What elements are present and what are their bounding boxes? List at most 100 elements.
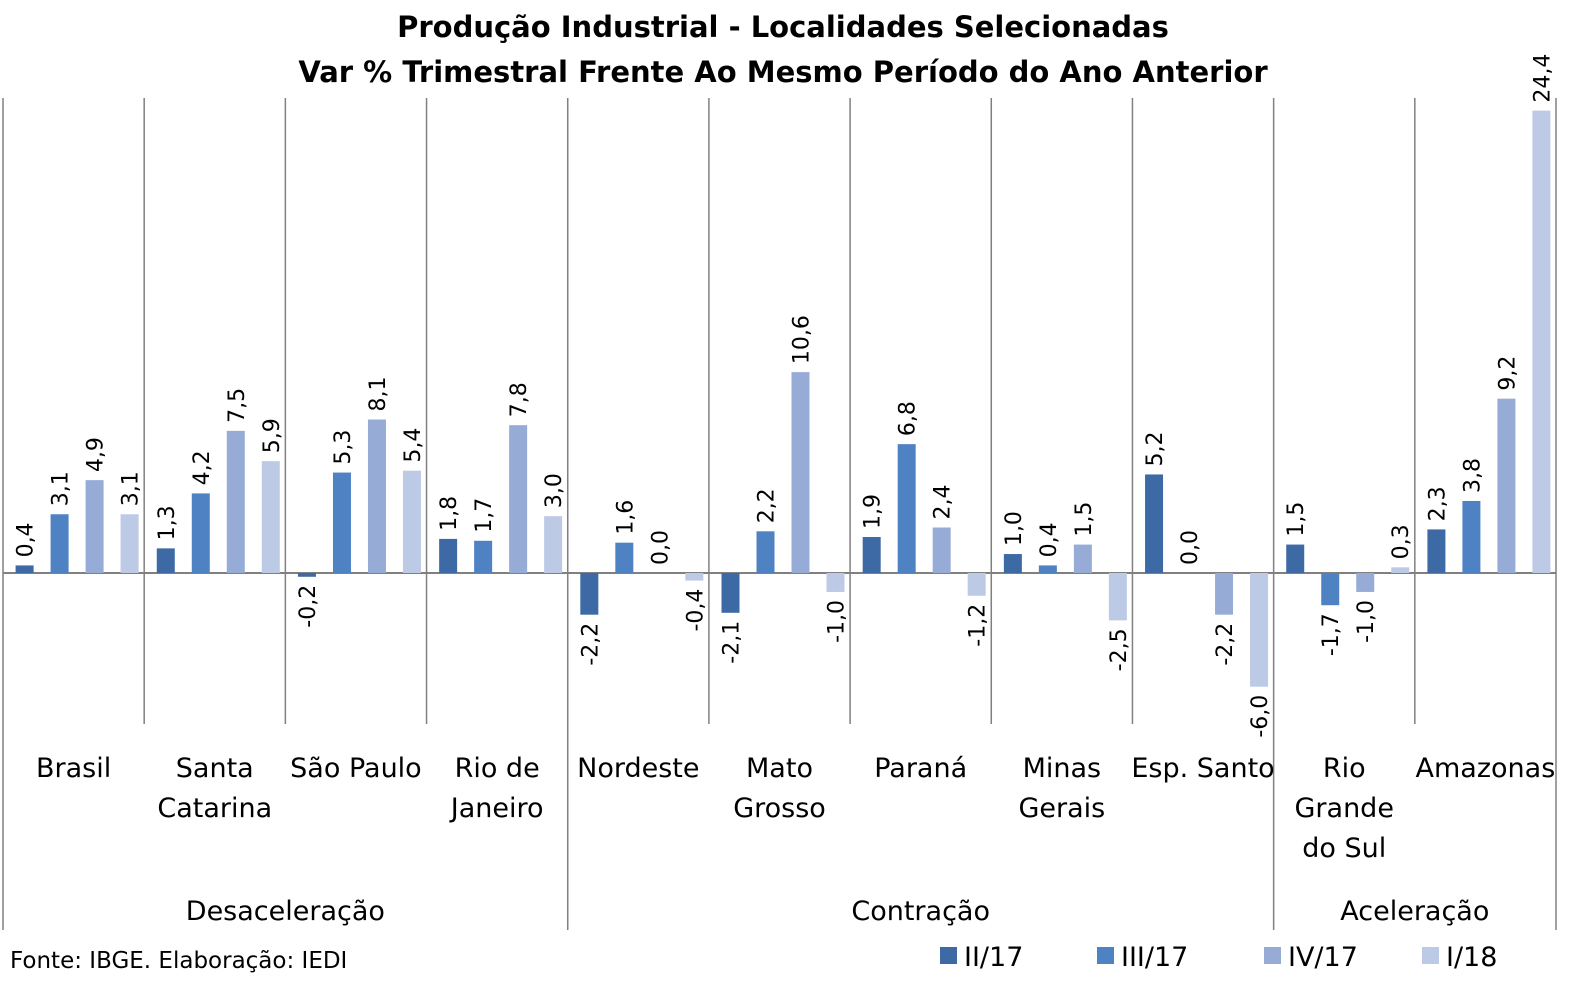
data-label: 3,1 <box>49 471 74 506</box>
data-label: 8,1 <box>366 377 391 412</box>
bar-II-17-8 <box>1145 474 1164 573</box>
data-label: -1,0 <box>825 600 850 643</box>
data-label: -2,1 <box>720 621 745 664</box>
data-label: 3,1 <box>119 471 144 506</box>
data-label: -1,0 <box>1354 600 1379 643</box>
data-label: 1,7 <box>472 498 497 533</box>
bar-I-18-6 <box>967 573 986 596</box>
category-label: Rio <box>1323 753 1366 784</box>
bar-II-17-6 <box>862 536 881 573</box>
category-label: São Paulo <box>290 753 422 784</box>
data-label: 7,8 <box>507 382 532 417</box>
bar-III-17-1 <box>191 493 210 573</box>
data-label: 1,9 <box>861 494 886 529</box>
bar-IV-17-10 <box>1497 398 1516 573</box>
data-label: 0,3 <box>1389 524 1414 559</box>
bar-IV-17-9 <box>1356 573 1375 592</box>
group-label: Desaceleração <box>186 896 385 927</box>
bar-IV-17-7 <box>1073 544 1092 573</box>
data-label: 0,0 <box>1178 530 1203 565</box>
bar-I-18-10 <box>1532 110 1551 574</box>
data-label: 1,8 <box>437 496 462 531</box>
category-label: Brasil <box>36 753 111 784</box>
bar-IV-17-1 <box>226 430 245 573</box>
data-label: 0,4 <box>1037 522 1062 557</box>
data-label: 9,2 <box>1495 356 1520 391</box>
chart-subtitle: Var % Trimestral Frente Ao Mesmo Período… <box>298 55 1268 89</box>
legend-swatch <box>1264 947 1281 964</box>
data-label: 24,4 <box>1530 54 1555 103</box>
legend-label: IV/17 <box>1288 942 1358 973</box>
bar-III-17-10 <box>1462 500 1481 573</box>
legend-label: I/18 <box>1446 942 1497 973</box>
data-label: -2,2 <box>1213 623 1238 666</box>
group-labels: Desaceleração Contração Aceleração <box>186 896 1490 927</box>
category-separators <box>2 98 1557 930</box>
data-label: 7,5 <box>225 388 250 423</box>
data-label: 2,2 <box>755 488 780 523</box>
data-label: 4,2 <box>190 450 215 485</box>
category-label: Minas <box>1023 753 1102 784</box>
data-label: 2,3 <box>1425 486 1450 521</box>
data-labels: 0,4 1,3 -0,2 1,8 -2,2 -2,1 1,9 1,0 5,2 1,5 2,3 3,1 4… <box>14 54 1556 738</box>
data-label: 6,8 <box>896 401 921 436</box>
category-labels: Brasil Santa Catarina São Paulo Rio de Janeir… <box>36 753 1555 864</box>
data-label: -2,5 <box>1107 628 1132 671</box>
data-label: 1,0 <box>1002 511 1027 546</box>
data-label: -6,0 <box>1248 695 1273 738</box>
category-label: Mato <box>746 753 813 784</box>
bar-IV-17-5 <box>791 372 810 573</box>
group-label: Aceleração <box>1340 896 1489 927</box>
bar-II-17-0 <box>15 565 34 573</box>
bar-I-18-1 <box>261 461 280 573</box>
data-label: 0,4 <box>14 522 39 557</box>
legend-swatch <box>940 947 957 964</box>
bar-III-17-5 <box>756 531 775 573</box>
data-label: 10,6 <box>790 315 815 364</box>
data-label: 3,0 <box>542 473 567 508</box>
data-label: 3,8 <box>1460 458 1485 493</box>
bar-II-17-7 <box>1003 554 1022 573</box>
bar-IV-17-0 <box>85 480 104 573</box>
data-label: 1,3 <box>155 505 180 540</box>
data-label: -1,7 <box>1319 613 1344 656</box>
category-label: Gerais <box>1018 793 1105 824</box>
data-label: 2,4 <box>931 485 956 520</box>
data-label: -0,2 <box>296 585 321 628</box>
category-label: Esp. Santo <box>1131 753 1274 784</box>
bar-I-18-5 <box>826 573 845 592</box>
category-label: Grosso <box>733 793 826 824</box>
category-label: Catarina <box>157 793 272 824</box>
bar-II-17-2 <box>297 573 316 577</box>
bar-series <box>15 110 1551 687</box>
bar-III-17-7 <box>1038 565 1057 573</box>
bar-I-18-9 <box>1391 567 1410 573</box>
bar-III-17-9 <box>1321 573 1340 606</box>
bar-I-18-7 <box>1108 573 1127 621</box>
bar-III-17-6 <box>897 444 916 573</box>
legend-swatch <box>1422 947 1439 964</box>
bar-III-17-3 <box>474 540 493 573</box>
data-label: -2,2 <box>578 623 603 666</box>
bar-I-18-2 <box>402 470 421 573</box>
group-label: Contração <box>851 896 990 927</box>
category-label: Santa <box>176 753 254 784</box>
category-label: Amazonas <box>1416 753 1556 784</box>
bar-I-18-4 <box>685 573 704 581</box>
data-label: 1,5 <box>1072 502 1097 537</box>
bar-III-17-4 <box>615 542 634 573</box>
category-label: Paraná <box>874 753 967 784</box>
bar-IV-17-6 <box>932 527 951 573</box>
bar-IV-17-2 <box>367 419 386 573</box>
data-label: 5,4 <box>401 428 426 463</box>
bar-II-17-1 <box>156 548 175 573</box>
category-label: Grande <box>1295 793 1394 824</box>
legend: II/17 III/17 IV/17 I/18 <box>940 942 1497 973</box>
bar-II-17-10 <box>1427 529 1446 573</box>
source-note: Fonte: IBGE. Elaboração: IEDI <box>10 948 347 974</box>
data-label: 5,3 <box>331 430 356 465</box>
bar-III-17-0 <box>50 514 69 573</box>
chart-title: Produção Industrial - Localidades Seleci… <box>397 10 1169 44</box>
